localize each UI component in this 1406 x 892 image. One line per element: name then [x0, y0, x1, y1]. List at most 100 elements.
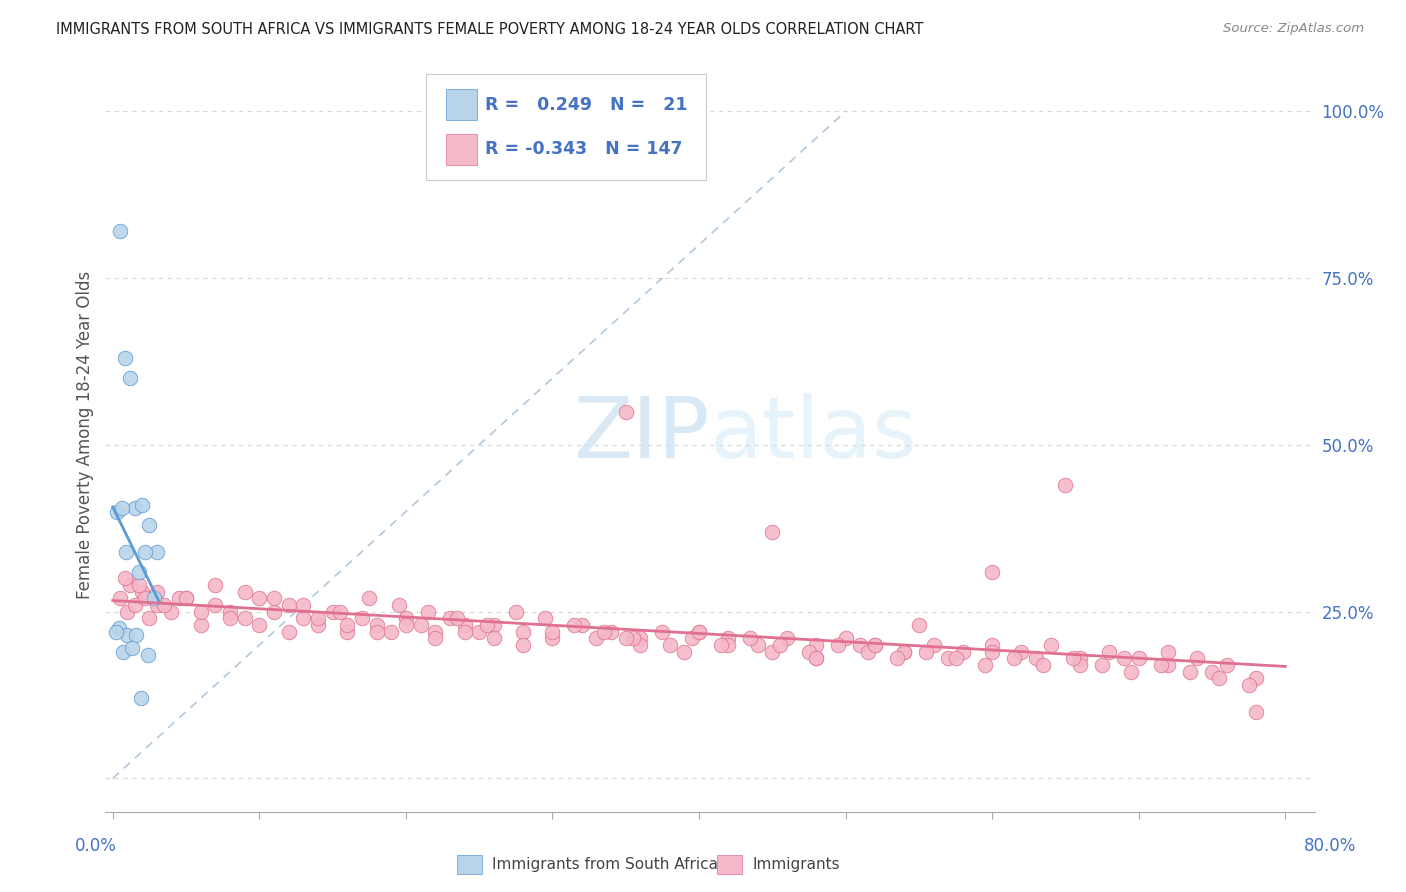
Point [915, 645, 938, 659]
Point [117, 605, 139, 619]
Point [769, 638, 792, 652]
Point [136, 648, 159, 662]
Point [1011, 645, 1033, 659]
Point [190, 605, 212, 619]
Point [129, 691, 152, 706]
Point [1178, 665, 1201, 679]
Point [717, 638, 740, 652]
Point [425, 632, 447, 646]
Point [797, 645, 820, 659]
Point [628, 632, 651, 646]
Point [124, 501, 146, 516]
Point [1237, 678, 1260, 692]
Point [350, 611, 373, 625]
Point [153, 598, 176, 612]
Point [688, 624, 710, 639]
Point [1150, 657, 1173, 672]
Point [134, 591, 156, 606]
Point [409, 618, 432, 632]
Point [1069, 651, 1091, 665]
Point [190, 618, 212, 632]
Text: R =   0.249   N =   21: R = 0.249 N = 21 [485, 96, 688, 114]
Point [628, 638, 651, 652]
Point [740, 632, 762, 646]
Point [117, 628, 139, 642]
Point [1025, 651, 1047, 665]
Point [263, 605, 285, 619]
Point [1187, 651, 1209, 665]
Point [110, 501, 132, 516]
Point [571, 618, 593, 632]
Point [936, 651, 959, 665]
Point [688, 624, 710, 639]
Point [108, 591, 131, 606]
Point [277, 624, 299, 639]
Point [863, 638, 886, 652]
Point [1112, 651, 1135, 665]
Point [981, 565, 1004, 579]
Y-axis label: Female Poverty Among 18-24 Year Olds: Female Poverty Among 18-24 Year Olds [76, 271, 94, 599]
Text: R = -0.343   N = 147: R = -0.343 N = 147 [485, 140, 682, 158]
Point [908, 618, 931, 632]
Text: Immigrants: Immigrants [752, 857, 839, 871]
Point [981, 638, 1004, 652]
Point [1069, 657, 1091, 672]
Point [416, 605, 439, 619]
Point [121, 641, 143, 656]
Point [1157, 645, 1180, 659]
Point [145, 544, 167, 558]
Point [336, 618, 359, 632]
Point [125, 628, 148, 642]
Point [541, 624, 564, 639]
Point [585, 632, 607, 646]
Point [219, 605, 242, 619]
Point [1201, 665, 1223, 679]
Point [145, 584, 167, 599]
Point [131, 584, 153, 599]
Point [233, 611, 256, 625]
Point [1121, 665, 1143, 679]
Point [380, 624, 402, 639]
Point [505, 605, 527, 619]
Point [204, 598, 226, 612]
Point [806, 651, 828, 665]
Point [482, 632, 505, 646]
Point [219, 611, 242, 625]
Point [233, 584, 256, 599]
Point [366, 618, 388, 632]
Point [128, 565, 150, 579]
Point [307, 618, 329, 632]
Point [107, 621, 129, 635]
Point [120, 371, 142, 385]
Point [806, 638, 828, 652]
Point [534, 611, 557, 625]
Point [973, 657, 995, 672]
Point [128, 578, 150, 592]
Point [614, 404, 637, 418]
Point [142, 591, 165, 606]
Point [329, 605, 352, 619]
Point [1128, 651, 1150, 665]
Point [1244, 705, 1267, 719]
Point [167, 591, 190, 606]
Point [160, 605, 183, 619]
Text: 0.0%: 0.0% [75, 837, 117, 855]
Point [893, 645, 915, 659]
Point [247, 591, 270, 606]
Point [592, 624, 614, 639]
Point [292, 598, 315, 612]
Point [124, 598, 146, 612]
Point [1157, 657, 1180, 672]
Point [366, 624, 388, 639]
Point [439, 611, 461, 625]
Point [614, 632, 637, 646]
Point [651, 624, 673, 639]
Point [475, 618, 498, 632]
Point [359, 591, 381, 606]
Point [387, 598, 409, 612]
Point [138, 517, 160, 532]
Point [761, 524, 783, 539]
Point [1039, 638, 1062, 652]
Point [395, 611, 418, 625]
Point [564, 618, 586, 632]
